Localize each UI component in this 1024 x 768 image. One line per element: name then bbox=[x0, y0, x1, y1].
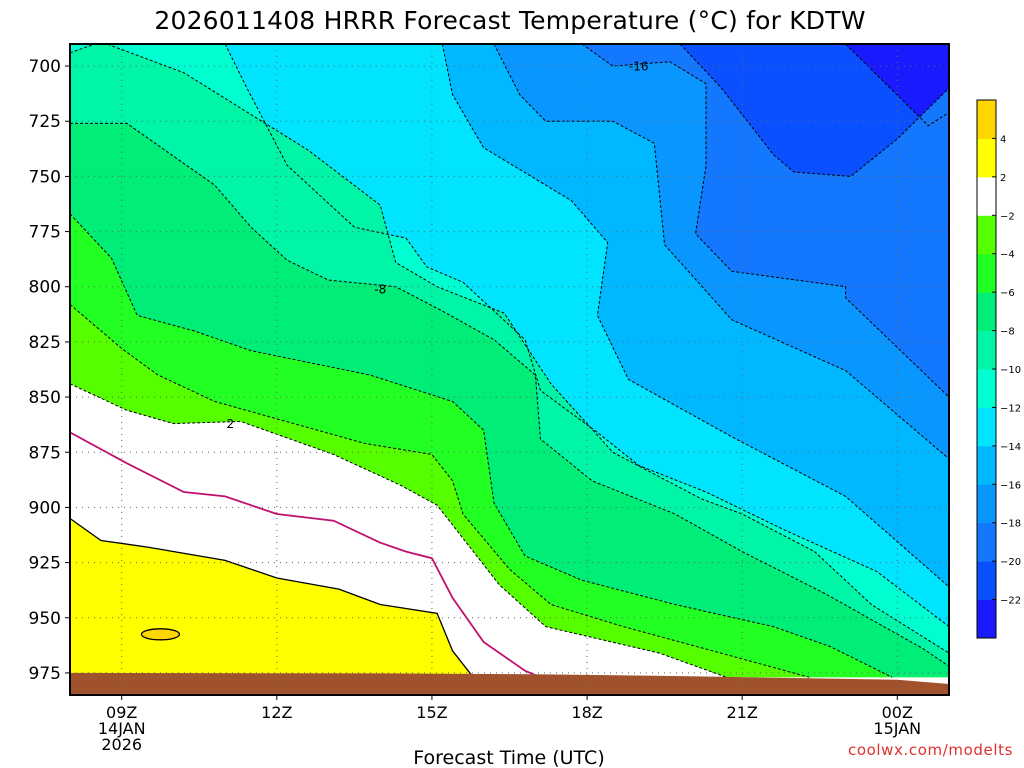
colorbar-label: 4 bbox=[1000, 134, 1006, 145]
x-tick-label: 15Z bbox=[416, 703, 447, 722]
y-tick-label: 725 bbox=[29, 112, 61, 132]
colorbar-label: −12 bbox=[1000, 403, 1021, 414]
y-tick-label: 875 bbox=[29, 443, 61, 463]
contour-line bbox=[70, 304, 810, 678]
contour-line bbox=[70, 44, 949, 654]
y-tick-label: 850 bbox=[29, 388, 61, 408]
colorbar-segment bbox=[977, 445, 996, 485]
y-tick-label: 825 bbox=[29, 333, 61, 353]
contour-label: -8 bbox=[374, 282, 386, 296]
x-tick-label: 18Z bbox=[571, 703, 602, 722]
colorbar-segment bbox=[977, 561, 996, 601]
plot-frame bbox=[69, 43, 950, 696]
colorbar-segment bbox=[977, 100, 996, 139]
colorbar-label: 2 bbox=[1000, 173, 1006, 184]
y-tick-label: 800 bbox=[29, 278, 61, 298]
colorbar-segment bbox=[977, 484, 996, 524]
contour-line bbox=[581, 44, 949, 398]
contour-label: -16 bbox=[629, 60, 649, 74]
y-tick-label: 975 bbox=[29, 664, 61, 684]
x-tick-label: 12Z bbox=[261, 703, 292, 722]
contour-line bbox=[679, 44, 949, 177]
x-tick-label: 00Z bbox=[882, 703, 913, 722]
y-tick-label: 775 bbox=[29, 223, 61, 243]
colorbar-label: −4 bbox=[1000, 250, 1015, 261]
colorbar-label: −10 bbox=[1000, 365, 1021, 376]
colorbar-segment bbox=[977, 330, 996, 370]
colorbar-label: −16 bbox=[1000, 480, 1021, 491]
contour-label: 2 bbox=[226, 417, 234, 431]
colorbar-segment bbox=[977, 292, 996, 332]
colorbar-label: −8 bbox=[1000, 327, 1015, 338]
x-tick-label: 15JAN bbox=[873, 719, 921, 738]
freezing-line bbox=[70, 431, 547, 681]
y-tick-label: 700 bbox=[29, 57, 61, 77]
contour-line bbox=[70, 383, 727, 678]
colorbar-segment bbox=[977, 253, 996, 293]
credit-text: coolwx.com/modelts bbox=[848, 741, 1013, 759]
colorbar-segment bbox=[977, 176, 996, 216]
colorbar-segment bbox=[977, 407, 996, 447]
x-tick-label: 21Z bbox=[727, 703, 758, 722]
y-tick-label: 750 bbox=[29, 167, 61, 187]
contour-line-warm bbox=[70, 517, 474, 678]
x-axis-label: Forecast Time (UTC) bbox=[413, 747, 604, 768]
contour-line bbox=[441, 44, 949, 588]
colorbar-label: −6 bbox=[1000, 288, 1015, 299]
colorbar-label: −22 bbox=[1000, 596, 1021, 607]
x-tick-label: 14JAN bbox=[98, 719, 146, 738]
y-tick-label: 950 bbox=[29, 609, 61, 629]
x-tick-label: 09Z bbox=[106, 703, 137, 722]
colorbar-segment bbox=[977, 522, 996, 562]
colorbar-label: −2 bbox=[1000, 211, 1015, 222]
ground-fill bbox=[70, 672, 949, 695]
colorbar-segment bbox=[977, 599, 996, 639]
colorbar-segment bbox=[977, 138, 996, 178]
contour-line bbox=[224, 44, 949, 627]
colorbar-label: −14 bbox=[1000, 442, 1021, 453]
colorbar-segment bbox=[977, 369, 996, 408]
y-tick-label: 925 bbox=[29, 554, 61, 574]
colorbar-segment bbox=[977, 215, 996, 255]
y-tick-label: 900 bbox=[29, 498, 61, 518]
colorbar-label: −18 bbox=[1000, 519, 1021, 530]
contour-line bbox=[70, 122, 949, 667]
highlight-region bbox=[140, 628, 181, 641]
contour-line bbox=[845, 44, 949, 127]
colorbar-label: −20 bbox=[1000, 557, 1021, 568]
x-tick-label: 2026 bbox=[101, 735, 142, 754]
chart-title: 2026011408 HRRR Forecast Temperature (°C… bbox=[154, 6, 865, 35]
